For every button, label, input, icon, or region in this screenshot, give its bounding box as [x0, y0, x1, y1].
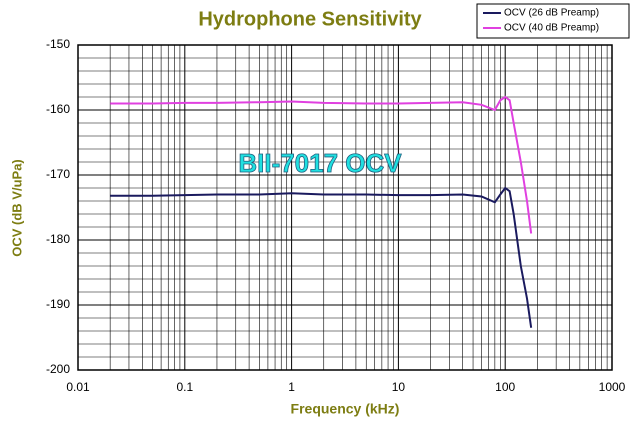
- y-tick-label: -170: [46, 167, 70, 181]
- annotation: BII-7017 OCV: [238, 148, 402, 178]
- plot-border: [77, 44, 613, 371]
- y-tick-label: -150: [46, 37, 70, 51]
- legend-label: OCV (26 dB Preamp): [504, 8, 599, 19]
- chart-title: Hydrophone Sensitivity: [198, 8, 422, 30]
- y-tick-label: -200: [46, 362, 70, 376]
- series-line: [110, 95, 533, 234]
- x-axis-label: Frequency (kHz): [291, 401, 400, 417]
- legend-label: OCV (40 dB Preamp): [504, 23, 599, 34]
- y-tick-label: -190: [46, 297, 70, 311]
- y-tick-label: -160: [46, 102, 70, 116]
- y-tick-label: -180: [46, 232, 70, 246]
- x-tick-label: 100: [495, 380, 515, 394]
- legend-box: [476, 3, 630, 39]
- x-tick-label: 1000: [599, 380, 626, 394]
- series-line: [110, 186, 533, 328]
- y-axis-label: OCV (dB V/uPa): [9, 159, 24, 257]
- x-tick-label: 1: [288, 380, 295, 394]
- x-tick-label: 10: [392, 380, 406, 394]
- x-tick-label: 0.1: [176, 380, 193, 394]
- x-tick-label: 0.01: [66, 380, 90, 394]
